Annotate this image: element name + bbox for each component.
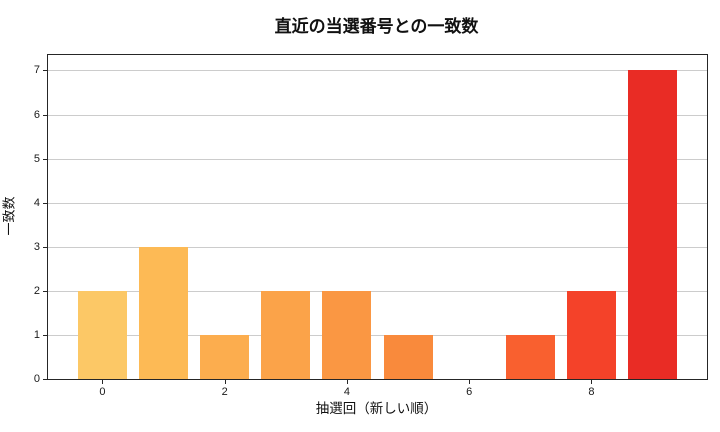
bar-1 — [139, 246, 188, 379]
bar-5 — [383, 334, 433, 379]
y-tick-mark-1 — [43, 334, 47, 336]
bar-8 — [567, 290, 616, 379]
x-tick-mark-4 — [346, 380, 348, 384]
gridline-y1 — [48, 334, 707, 336]
gridline-y6 — [48, 114, 707, 116]
x-tick-mark-2 — [224, 380, 226, 384]
x-axis-label: 抽選回（新しい順） — [315, 401, 438, 416]
bar-9 — [628, 70, 678, 379]
x-tick-label-8: 8 — [588, 386, 595, 398]
y-tick-mark-2 — [43, 290, 47, 292]
gridline-y4 — [48, 202, 707, 204]
bar-0 — [77, 290, 127, 379]
y-tick-label-0: 0 — [33, 373, 40, 385]
y-tick-label-7: 7 — [33, 64, 40, 77]
y-tick-mark-4 — [43, 202, 47, 204]
y-axis-label: 一致数 — [1, 196, 17, 236]
gridline-y2 — [48, 290, 707, 292]
gridline-y3 — [48, 246, 707, 248]
bar-3 — [261, 290, 311, 379]
plot-area: 0 1 2 3 4 5 6 7 0 2 4 6 8 — [34, 54, 708, 398]
x-tick-label-4: 4 — [343, 386, 350, 398]
y-tick-label-3: 3 — [33, 240, 40, 253]
y-tick-label-2: 2 — [33, 284, 40, 297]
x-tick-mark-0 — [102, 380, 104, 384]
bar-4 — [322, 290, 372, 379]
x-tick-label-6: 6 — [466, 386, 473, 398]
bar-2 — [200, 334, 250, 379]
y-tick-label-5: 5 — [33, 152, 40, 165]
y-tick-label-4: 4 — [33, 196, 40, 209]
y-tick-label-1: 1 — [33, 328, 40, 341]
gridline-y5 — [48, 158, 707, 160]
chart-title: 直近の当選番号との一致数 — [274, 17, 479, 36]
y-tick-mark-6 — [43, 114, 47, 116]
bar-7 — [505, 334, 555, 379]
x-tick-mark-8 — [591, 380, 593, 384]
x-tick-label-0: 0 — [99, 386, 106, 398]
y-tick-mark-3 — [43, 246, 47, 248]
y-tick-mark-7 — [43, 70, 47, 72]
y-tick-mark-0 — [43, 379, 47, 380]
gridline-y7 — [48, 70, 707, 72]
x-tick-mark-6 — [469, 380, 471, 384]
x-tick-label-2: 2 — [221, 386, 228, 398]
y-tick-mark-5 — [43, 158, 47, 160]
y-tick-label-6: 6 — [33, 108, 40, 121]
